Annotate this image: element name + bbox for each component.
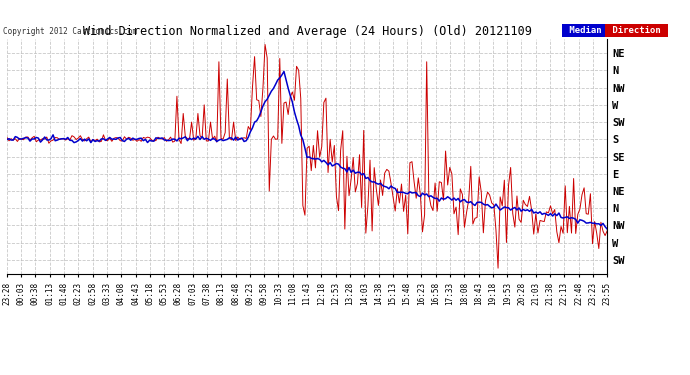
Title: Wind Direction Normalized and Average (24 Hours) (Old) 20121109: Wind Direction Normalized and Average (2…: [83, 25, 531, 38]
Text: Median: Median: [564, 26, 607, 35]
Text: Copyright 2012 Cartronics.com: Copyright 2012 Cartronics.com: [3, 27, 137, 36]
Text: Direction: Direction: [607, 26, 667, 35]
